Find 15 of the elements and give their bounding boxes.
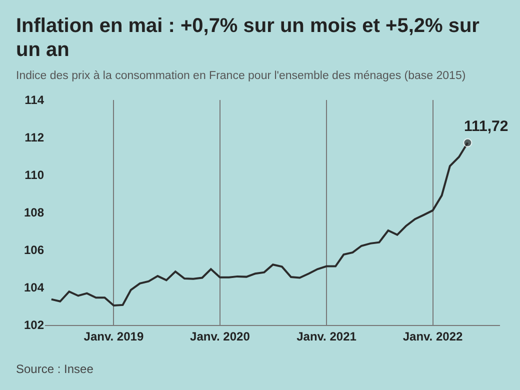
y-tick-label: 106 bbox=[24, 243, 44, 258]
y-tick-label: 114 bbox=[24, 93, 44, 108]
y-tick-label: 112 bbox=[24, 130, 44, 145]
source-note: Source : Insee bbox=[16, 362, 94, 376]
x-tick-label: Janv. 2022 bbox=[402, 329, 463, 344]
x-tick-label: Janv. 2021 bbox=[296, 329, 357, 344]
y-tick-label: 110 bbox=[24, 168, 44, 182]
y-tick-label: 104 bbox=[24, 280, 44, 295]
x-tick-label: Janv. 2019 bbox=[84, 329, 144, 344]
x-tick-label: Janv. 2020 bbox=[190, 329, 250, 344]
y-tick-label: 102 bbox=[24, 318, 44, 332]
chart-title: Inflation en mai : +0,7% sur un mois et +5,2% sur un an bbox=[16, 14, 480, 62]
annotation: 111,72 bbox=[464, 118, 508, 135]
y-tick-label: 108 bbox=[24, 206, 44, 220]
chart-subtitle: Indice des prix à la consommation en France pour l'ensemble des ménages (base 2015) bbox=[16, 70, 467, 82]
